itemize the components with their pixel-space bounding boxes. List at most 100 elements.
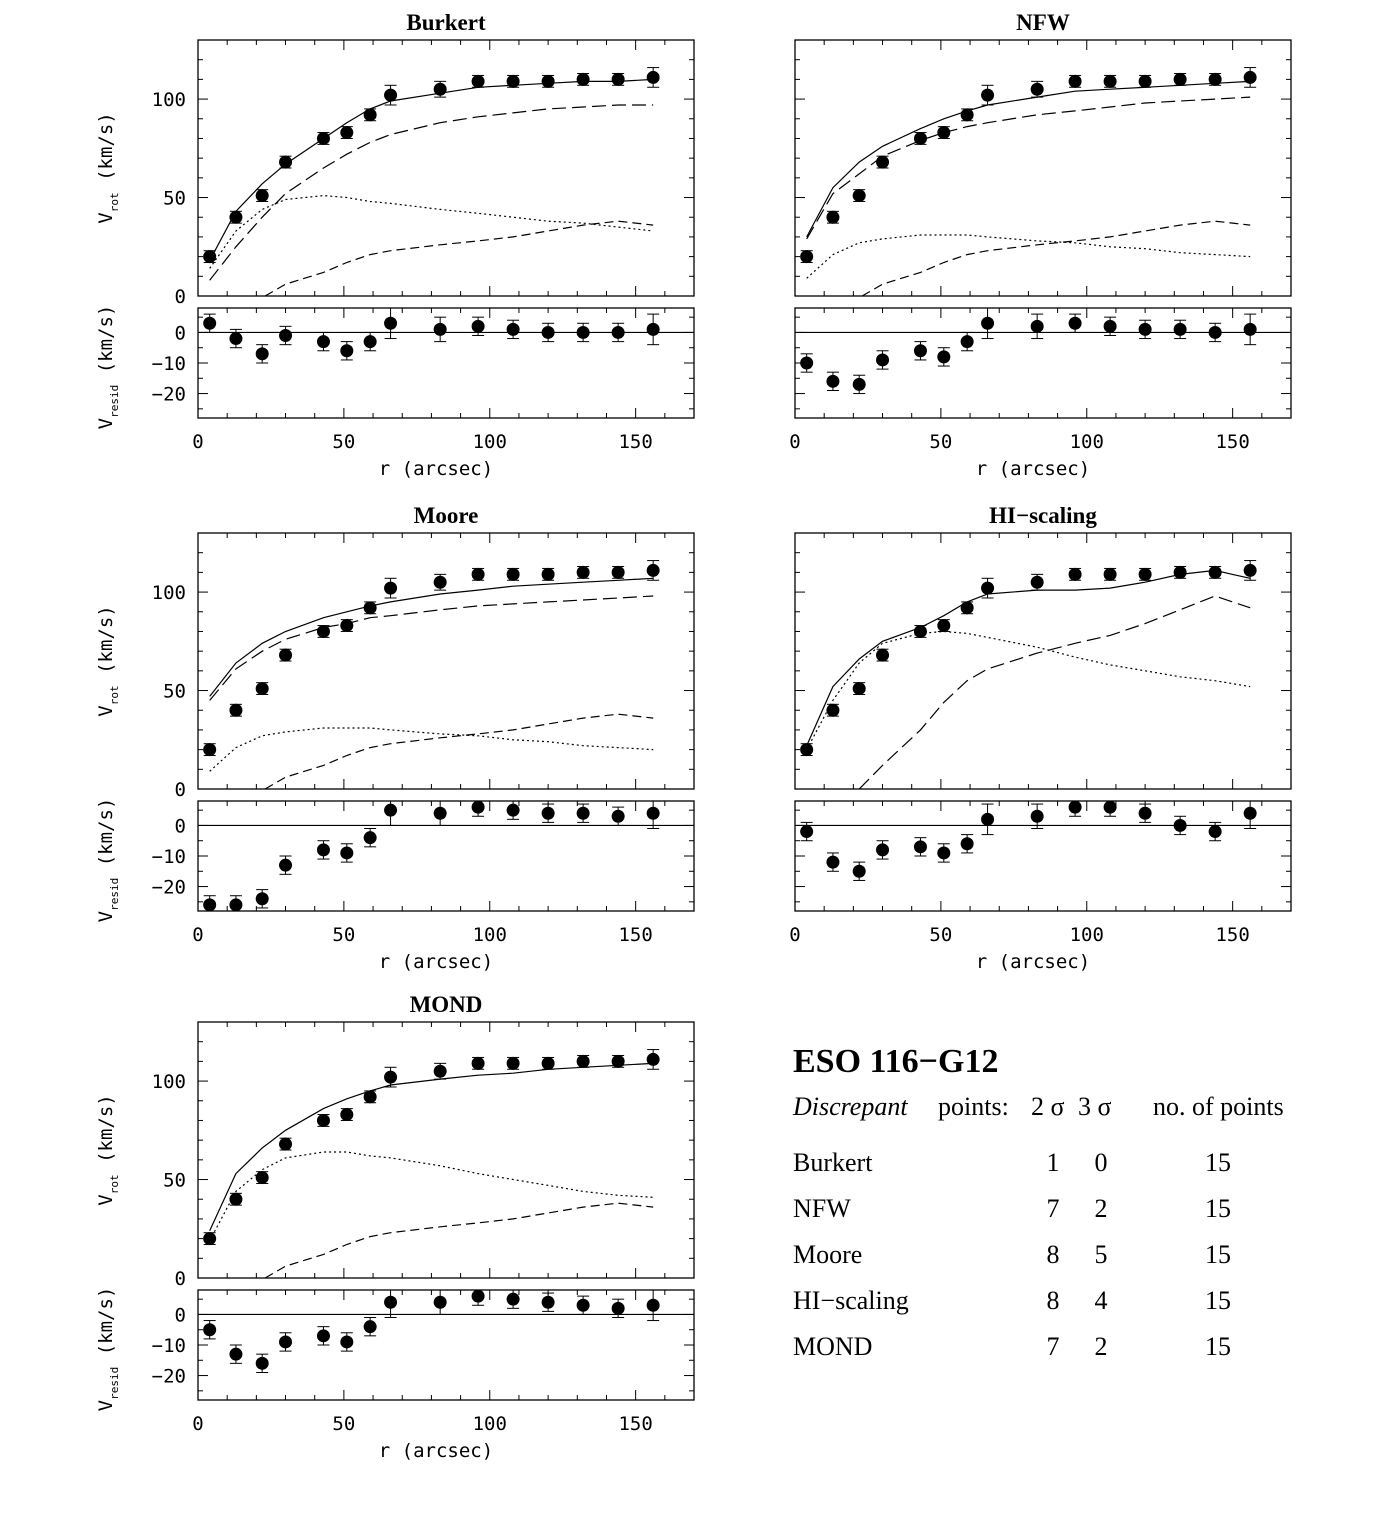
data-point — [279, 1137, 293, 1151]
row-points: 15 — [1205, 1240, 1231, 1269]
row-3-sigma: 0 — [1094, 1148, 1108, 1177]
resid-point — [541, 325, 555, 339]
resid-point — [852, 864, 866, 878]
data-point — [255, 189, 269, 203]
row-2-sigma: 8 — [1046, 1286, 1060, 1315]
resid-point — [1068, 801, 1082, 814]
data-point — [826, 210, 840, 224]
row-2-sigma: 7 — [1046, 1194, 1060, 1223]
data-point — [852, 682, 866, 696]
gas-curve — [861, 220, 1251, 296]
resid-point — [229, 898, 243, 911]
resid-point — [852, 377, 866, 391]
panel-title: NFW — [1016, 10, 1070, 35]
y-tick-label: 0 — [175, 1268, 186, 1290]
resid-point — [506, 1292, 520, 1306]
halo-curve — [209, 595, 654, 701]
resid-point — [363, 335, 377, 349]
x-tick-label: 150 — [618, 1413, 652, 1435]
x-tick-label: 100 — [473, 924, 507, 946]
resid-point — [255, 347, 269, 361]
data-point — [229, 703, 243, 717]
chart-panel-3: HI−scaling 0 50 100 150 r (arcsec) — [789, 503, 1292, 973]
resid-point — [279, 1335, 293, 1349]
data-point — [471, 567, 485, 581]
x-tick-label: 0 — [192, 924, 203, 946]
data-point — [1173, 565, 1187, 579]
row-3-sigma: 5 — [1094, 1240, 1108, 1269]
resid-point — [576, 325, 590, 339]
data-point — [800, 743, 814, 757]
resid-point — [913, 840, 927, 854]
vrot-axis-label: Vrot (km/s) — [95, 112, 121, 223]
x-tick-label: 150 — [1215, 431, 1249, 453]
main-plot-frame — [197, 1021, 695, 1279]
y-tick-label: 100 — [152, 89, 186, 111]
data-point — [384, 88, 398, 102]
resid-point — [203, 1323, 217, 1337]
vresid-axis-label: Vresid (km/s) — [95, 798, 121, 923]
resid-point — [1208, 825, 1222, 839]
resid-point — [1103, 801, 1117, 814]
summary-row-hi-scaling: HI−scaling 8 4 15 — [793, 1286, 1353, 1332]
data-point — [255, 682, 269, 696]
discrepancy-summary: ESO 116−G12 Discrepant points: 2 σ 3 σ n… — [793, 1040, 1353, 1378]
row-2-sigma: 8 — [1046, 1240, 1060, 1269]
x-axis-label: r (arcsec) — [976, 458, 1090, 480]
resid-point — [1103, 319, 1117, 333]
y-tick-label: 50 — [163, 1170, 186, 1192]
row-points: 15 — [1205, 1286, 1231, 1315]
x-tick-label: 50 — [332, 924, 355, 946]
data-point — [316, 131, 330, 145]
total-fit-curve — [209, 1062, 654, 1231]
row-points: 15 — [1205, 1148, 1231, 1177]
resid-point — [937, 350, 951, 364]
data-point — [363, 601, 377, 615]
data-point — [316, 624, 330, 638]
resid-point — [1243, 806, 1257, 820]
data-point — [800, 250, 814, 264]
resid-point — [1208, 325, 1222, 339]
data-point — [576, 565, 590, 579]
data-point — [1138, 74, 1152, 88]
x-axis-label: r (arcsec) — [976, 951, 1090, 973]
row-3-sigma: 4 — [1094, 1286, 1108, 1315]
data-point — [937, 619, 951, 633]
resid-point — [340, 846, 354, 860]
data-point — [876, 648, 890, 662]
header-2-sigma: 2 σ — [1031, 1092, 1065, 1121]
resid-point — [279, 329, 293, 342]
resid-point — [611, 1301, 625, 1315]
data-point — [852, 189, 866, 203]
resid-y-tick-label: −20 — [152, 1366, 186, 1388]
resid-point — [340, 344, 354, 358]
data-point — [203, 743, 217, 757]
x-axis-label: r (arcsec) — [379, 951, 493, 973]
chart-panel-0: Burkert 0 50 100 0 −10 −20 Vrot (km/s) Vresid (k… — [95, 10, 695, 480]
resid-point — [937, 846, 951, 860]
resid-point — [876, 843, 890, 857]
row-model: HI−scaling — [793, 1286, 909, 1315]
y-tick-label: 50 — [163, 681, 186, 703]
data-point — [316, 1113, 330, 1127]
x-tick-label: 100 — [473, 431, 507, 453]
data-point — [1208, 72, 1222, 86]
resid-point — [576, 806, 590, 820]
x-axis-label: r (arcsec) — [379, 1440, 493, 1462]
data-point — [506, 74, 520, 88]
data-point — [229, 1192, 243, 1206]
resid-point — [203, 316, 217, 330]
resid-point — [1030, 319, 1044, 333]
resid-point — [876, 353, 890, 367]
vresid-axis-label: Vresid (km/s) — [95, 305, 121, 430]
data-point — [541, 567, 555, 581]
x-tick-label: 150 — [618, 924, 652, 946]
data-point — [433, 575, 447, 589]
resid-y-tick-label: −10 — [152, 846, 186, 868]
data-point — [826, 703, 840, 717]
panel-title: Burkert — [406, 10, 486, 35]
x-tick-label: 50 — [332, 431, 355, 453]
resid-point — [611, 325, 625, 339]
y-tick-label: 0 — [175, 779, 186, 801]
data-point — [1068, 567, 1082, 581]
